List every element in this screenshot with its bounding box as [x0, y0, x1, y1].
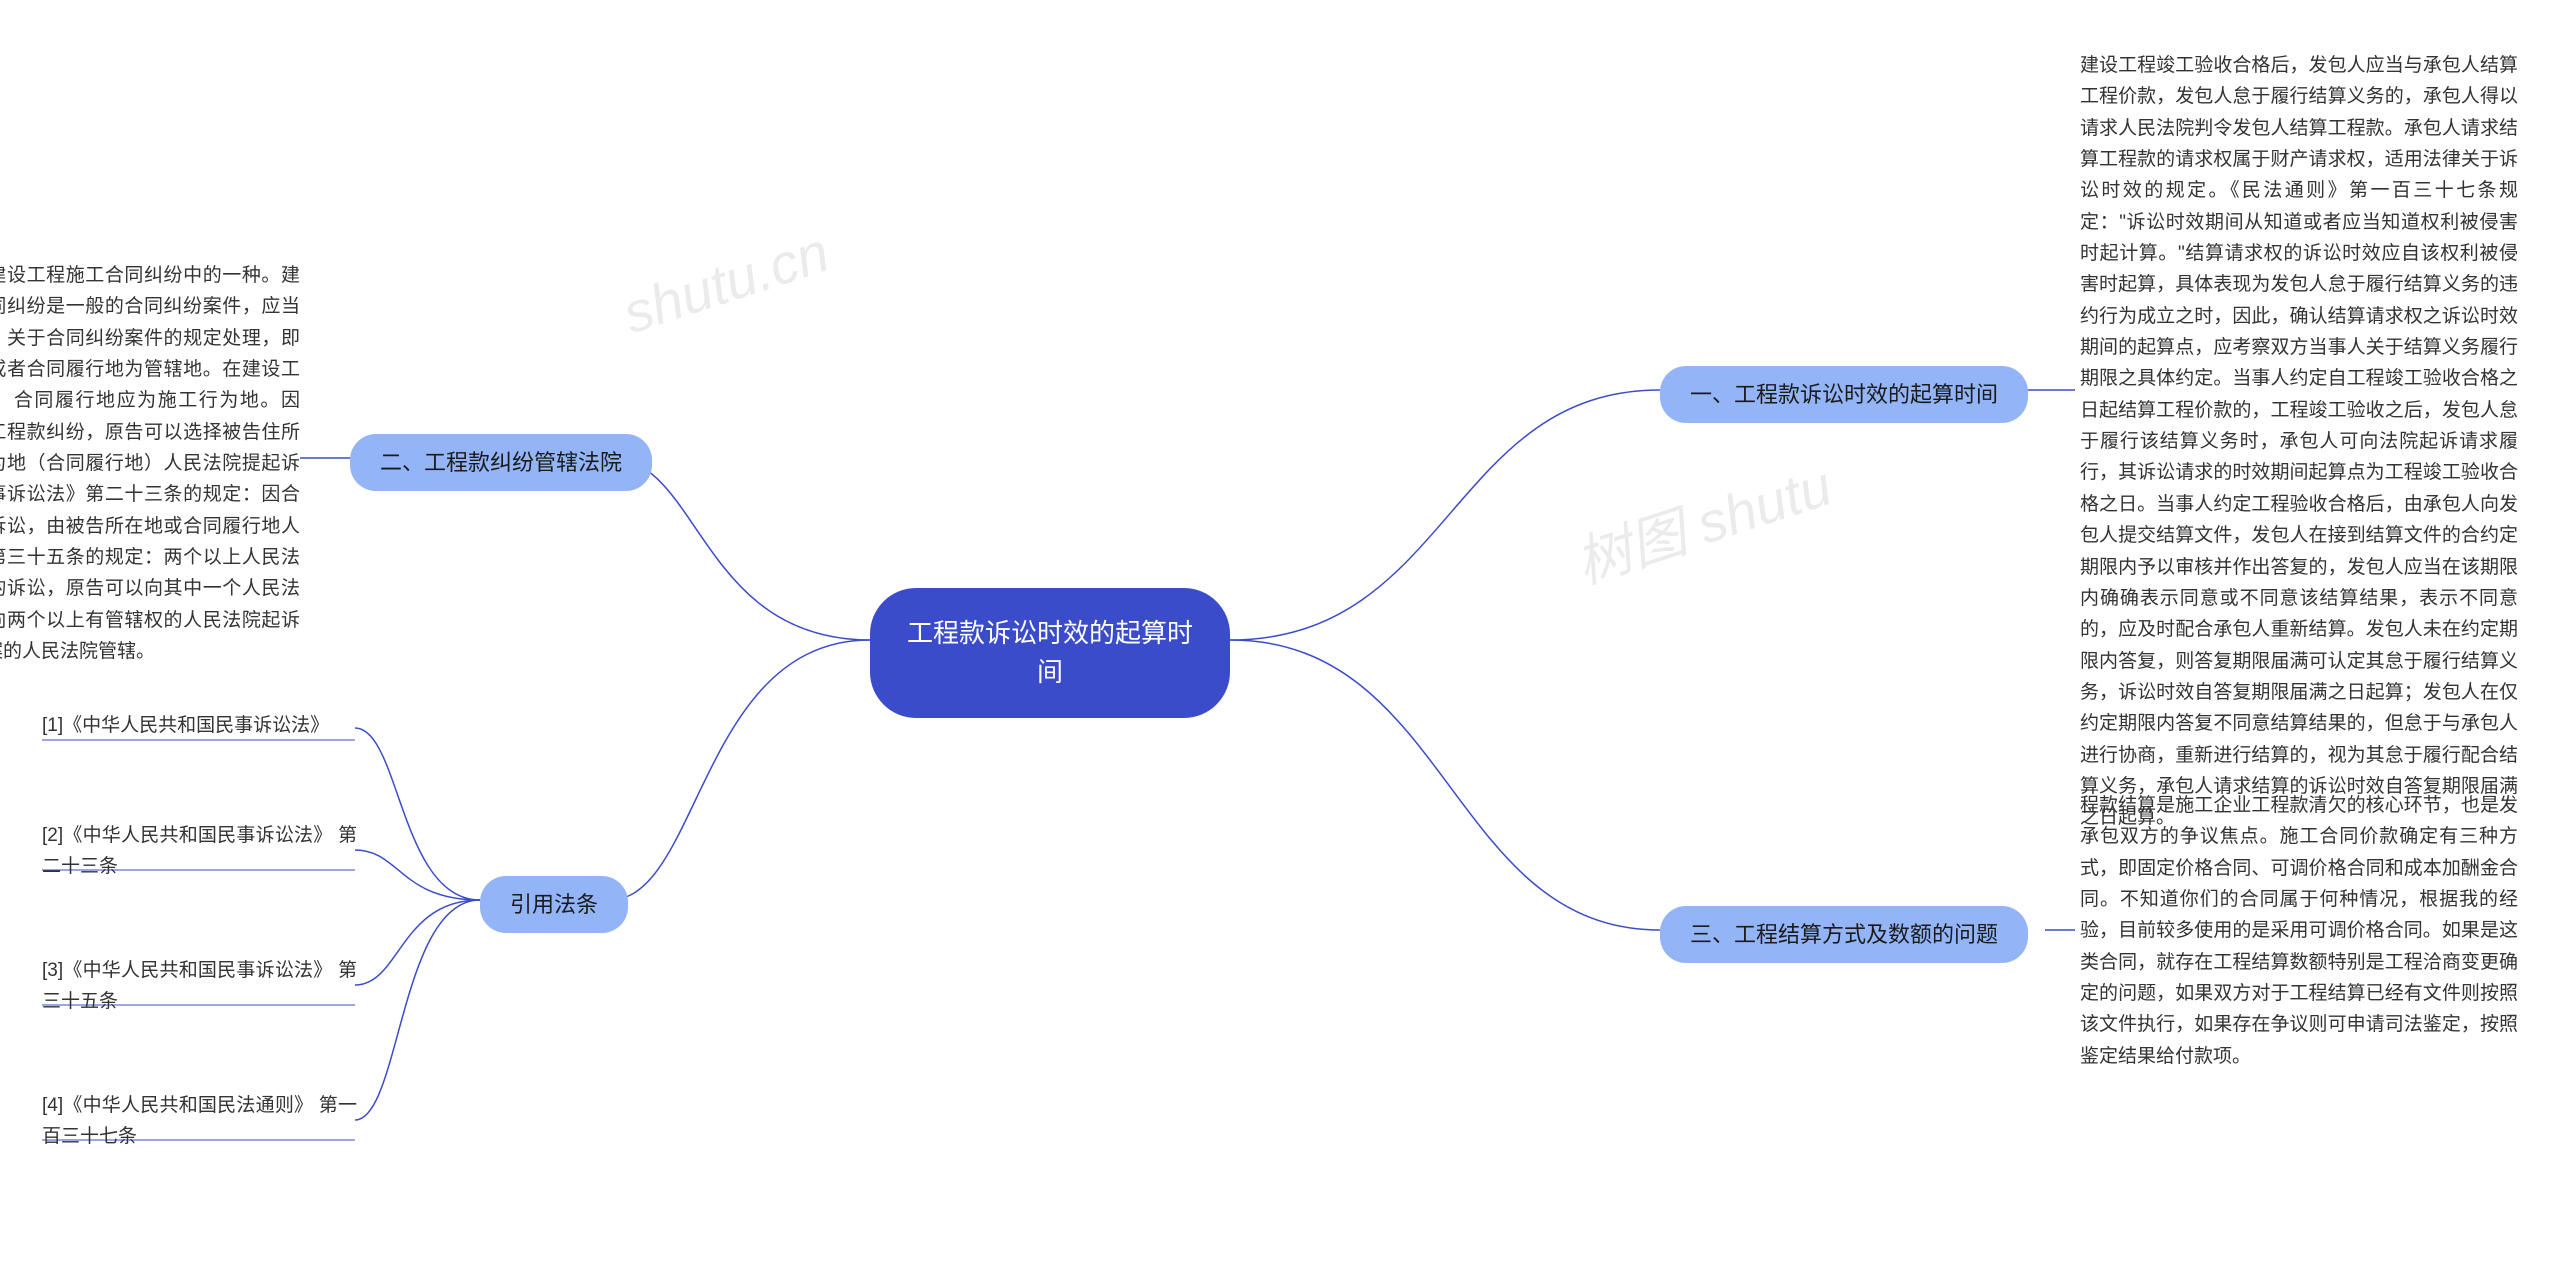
root-node[interactable]: 工程款诉讼时效的起算时间: [870, 588, 1230, 718]
watermark-2: 树图 shutu: [1564, 441, 1841, 600]
branch-2-label: 二、工程款纠纷管辖法院: [380, 446, 622, 479]
branch-3-label: 三、工程结算方式及数额的问题: [1690, 918, 1998, 951]
branch-node-4[interactable]: 引用法条: [480, 876, 628, 933]
branch-node-1[interactable]: 一、工程款诉讼时效的起算时间: [1660, 366, 2028, 423]
branch-node-3[interactable]: 三、工程结算方式及数额的问题: [1660, 906, 2028, 963]
mindmap-canvas: 工程款诉讼时效的起算时间 一、工程款诉讼时效的起算时间 三、工程结算方式及数额的…: [0, 0, 2560, 1287]
leaf-text-2: 拖欠工程款是建设工程施工合同纠纷中的一种。建设工程施工合同纠纷是一般的合同纠纷案…: [0, 260, 300, 667]
ref-item-1: [1]《中华人民共和国民事诉讼法》: [42, 710, 357, 741]
ref-item-3: [3]《中华人民共和国民事诉讼法》 第三十五条: [42, 955, 357, 1018]
leaf-text-1: 建设工程竣工验收合格后，发包人应当与承包人结算工程价款，发包人怠于履行结算义务的…: [2080, 50, 2518, 834]
root-label: 工程款诉讼时效的起算时间: [904, 614, 1196, 692]
ref-item-4: [4]《中华人民共和国民法通则》 第一百三十七条: [42, 1090, 357, 1153]
branch-1-label: 一、工程款诉讼时效的起算时间: [1690, 378, 1998, 411]
leaf-text-3: 程款结算是施工企业工程款清欠的核心环节，也是发承包双方的争议焦点。施工合同价款确…: [2080, 790, 2518, 1072]
watermark-1: shutu.cn: [615, 219, 836, 346]
branch-node-2[interactable]: 二、工程款纠纷管辖法院: [350, 434, 652, 491]
ref-item-2: [2]《中华人民共和国民事诉讼法》 第二十三条: [42, 820, 357, 883]
branch-4-label: 引用法条: [510, 888, 598, 921]
